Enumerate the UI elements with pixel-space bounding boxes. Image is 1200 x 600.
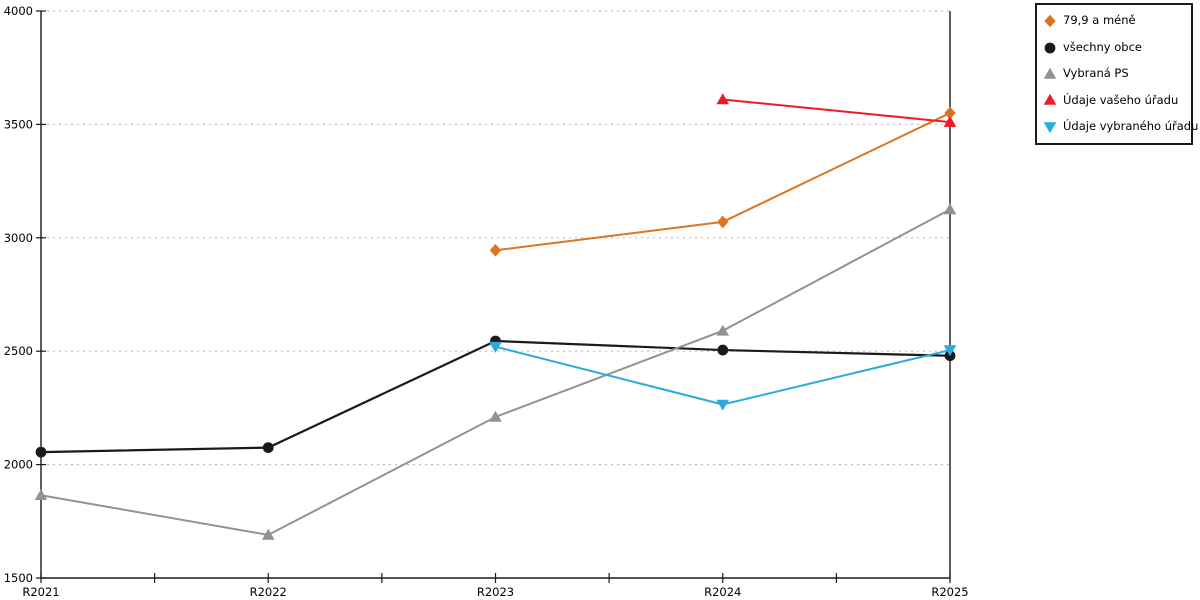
- legend-item: 79,9 a méně: [1037, 14, 1191, 28]
- legend-item: Vybraná PS: [1037, 67, 1191, 81]
- svg-text:R2022: R2022: [250, 585, 287, 599]
- triangle-up-marker-icon: [1043, 67, 1057, 79]
- svg-text:2000: 2000: [4, 458, 33, 472]
- legend-label: všechny obce: [1063, 39, 1142, 54]
- svg-text:R2023: R2023: [477, 585, 514, 599]
- circle-marker-icon: [1044, 42, 1056, 53]
- legend-label: Údaje vašeho úřadu: [1063, 92, 1179, 107]
- triangle-down-marker-icon: [1043, 121, 1057, 133]
- svg-text:R2025: R2025: [931, 585, 968, 599]
- line-plot: 1500 2000 2500 3000 3500 4000 R2021 R2022 R2023 R…: [4, 4, 969, 599]
- svg-text:3000: 3000: [4, 231, 33, 245]
- triangle-up-marker-icon: [1043, 94, 1057, 106]
- legend-label: 79,9 a méně: [1063, 13, 1136, 28]
- svg-text:4000: 4000: [4, 4, 33, 18]
- legend-item: Údaje vašeho úřadu: [1037, 93, 1191, 107]
- legend-item: Údaje vybraného úřadu: [1037, 120, 1198, 134]
- svg-text:3500: 3500: [4, 117, 33, 131]
- legend-label: Údaje vybraného úřadu: [1063, 119, 1199, 133]
- svg-text:R2021: R2021: [22, 585, 59, 599]
- legend: 79,9 a méně všechny obce Vybraná PS Údaj…: [1035, 3, 1198, 145]
- legend-label: Vybraná PS: [1063, 66, 1129, 81]
- svg-text:1500: 1500: [4, 571, 33, 585]
- svg-text:R2024: R2024: [704, 585, 741, 599]
- svg-text:2500: 2500: [4, 344, 33, 358]
- legend-item: všechny obce: [1037, 41, 1191, 55]
- diamond-marker-icon: [1044, 14, 1056, 28]
